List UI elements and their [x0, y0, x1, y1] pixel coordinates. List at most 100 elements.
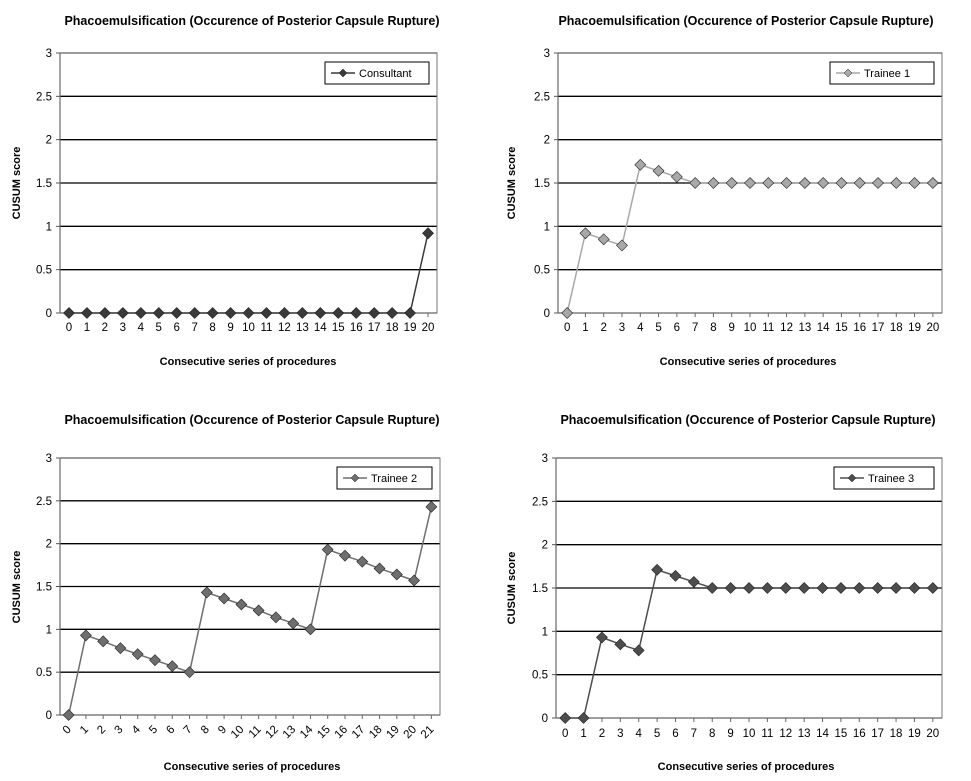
- data-point: [890, 582, 902, 594]
- data-point: [368, 307, 381, 319]
- chart-title: Phacoemulsification (Occurence of Poster…: [64, 413, 439, 427]
- y-tick-label: 2: [542, 540, 548, 552]
- data-point: [425, 500, 438, 513]
- data-point: [779, 582, 792, 594]
- data-point: [834, 582, 847, 594]
- data-point: [134, 307, 147, 319]
- x-tick-label: 11: [762, 322, 774, 334]
- x-tick-label: 2: [95, 724, 108, 737]
- x-tick-label: 7: [691, 728, 697, 740]
- x-tick-label: 19: [908, 322, 921, 334]
- y-tick-label: 0: [46, 308, 52, 320]
- data-point: [687, 576, 700, 588]
- data-point: [689, 177, 702, 189]
- data-point: [798, 177, 811, 189]
- y-tick-label: 3: [46, 48, 52, 60]
- x-tick-label: 4: [636, 728, 643, 740]
- y-tick-label: 1: [46, 221, 52, 233]
- x-tick-label: 19: [404, 322, 417, 334]
- y-axis-label: CUSUM score: [506, 552, 518, 625]
- x-tick-label: 11: [761, 728, 773, 740]
- legend: Trainee 1: [829, 61, 935, 85]
- data-point: [252, 604, 265, 617]
- data-point: [131, 648, 144, 661]
- data-point: [577, 712, 590, 724]
- data-point: [235, 598, 248, 611]
- y-axis-label: CUSUM score: [506, 147, 518, 220]
- data-point: [116, 307, 129, 319]
- x-tick-label: 13: [798, 728, 811, 740]
- x-tick-label: 16: [853, 728, 866, 740]
- x-tick-label: 17: [350, 724, 368, 742]
- data-point: [835, 177, 848, 189]
- y-tick-label: 2.5: [534, 91, 550, 103]
- y-tick-label: 1: [542, 626, 548, 638]
- chart-panel-2: Phacoemulsification (Occurence of Poster…: [506, 14, 943, 368]
- x-tick-label: 20: [402, 724, 420, 742]
- x-tick-label: 16: [853, 322, 866, 334]
- data-point: [780, 177, 793, 189]
- x-tick-label: 16: [333, 724, 351, 742]
- data-point: [596, 631, 608, 644]
- data-point: [634, 158, 647, 171]
- x-tick-label: 2: [601, 322, 607, 334]
- series-line: [67, 506, 433, 716]
- data-point: [183, 666, 196, 679]
- x-tick-label: 7: [182, 724, 195, 737]
- data-point: [408, 574, 421, 587]
- x-tick-label: 18: [890, 728, 903, 740]
- x-tick-label: 3: [113, 724, 126, 737]
- data-point: [114, 642, 127, 655]
- data-point: [332, 307, 345, 319]
- data-point: [269, 611, 282, 624]
- legend-marker: [847, 473, 857, 483]
- y-tick-label: 0.5: [532, 670, 548, 682]
- x-tick-label: 15: [332, 322, 345, 334]
- x-axis-label: Consecutive series of procedures: [164, 761, 341, 773]
- data-point: [579, 227, 592, 240]
- chart-title: Phacoemulsification (Occurence of Poster…: [64, 14, 439, 28]
- data-point: [632, 644, 645, 657]
- y-tick-label: 3: [46, 453, 52, 465]
- data-point: [63, 307, 75, 319]
- x-tick-label: 12: [779, 728, 792, 740]
- x-tick-label: 10: [229, 724, 247, 742]
- legend-marker: [843, 68, 853, 78]
- data-point: [304, 623, 317, 636]
- y-axis-label: CUSUM score: [11, 551, 23, 624]
- y-axis-label: CUSUM score: [11, 147, 23, 220]
- y-tick-label: 2.5: [532, 496, 548, 508]
- y-tick-label: 1.5: [534, 178, 550, 190]
- data-point: [224, 307, 237, 319]
- data-point: [242, 307, 255, 319]
- x-tick-label: 12: [263, 724, 281, 742]
- legend: Consultant: [324, 61, 430, 85]
- y-tick-label: 0: [544, 308, 550, 320]
- data-point: [616, 239, 628, 252]
- x-tick-label: 10: [743, 728, 756, 740]
- data-point: [597, 233, 610, 246]
- data-point: [724, 582, 737, 594]
- x-tick-label: 20: [422, 322, 435, 334]
- x-tick-label: 10: [242, 322, 255, 334]
- y-tick-label: 2.5: [36, 91, 52, 103]
- legend-box: [829, 61, 935, 85]
- legend-label: Trainee 1: [864, 68, 910, 80]
- data-point: [350, 307, 363, 319]
- data-point: [817, 177, 830, 189]
- data-point: [278, 307, 291, 319]
- data-point: [339, 549, 351, 562]
- data-point: [561, 307, 574, 319]
- chart-panel-4: Phacoemulsification (Occurence of Poster…: [506, 413, 943, 773]
- x-tick-label: 3: [619, 322, 625, 334]
- data-point: [62, 709, 75, 721]
- data-point: [706, 582, 719, 594]
- y-tick-label: 2.5: [36, 496, 52, 508]
- legend-box: [324, 61, 430, 85]
- x-tick-label: 2: [102, 322, 108, 334]
- x-tick-label: 14: [816, 728, 829, 740]
- x-tick-label: 11: [247, 724, 264, 741]
- data-point: [149, 654, 161, 667]
- chart-panel-3: Phacoemulsification (Occurence of Poster…: [11, 413, 441, 773]
- x-tick-label: 6: [164, 724, 177, 737]
